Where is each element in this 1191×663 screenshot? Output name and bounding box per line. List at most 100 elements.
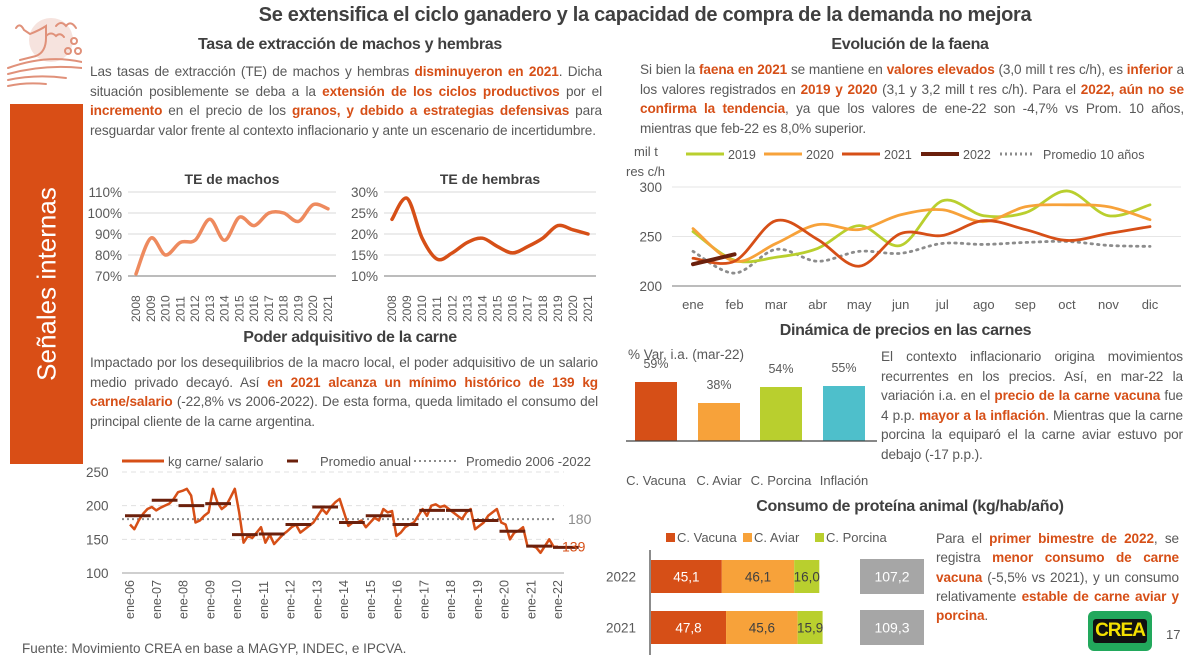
highlighted-text: menor consumo de carne vacuna (936, 550, 1179, 585)
x-tick-label: 2021 (581, 295, 595, 322)
segment-value-label: 45,1 (673, 570, 699, 585)
body-text: para resguardar valor frente al contexto… (90, 103, 602, 138)
stacked-segment (794, 560, 820, 593)
precios-chart: % Var. i.a. (mar-22)59% C. Vacuna 38% C. Av… (626, 347, 877, 488)
bar-value-label: 55% (831, 361, 856, 375)
consumo-heading: Consumo de proteína animal (kg/hab/año) (756, 498, 1064, 515)
legend-label: 2022 (963, 148, 991, 162)
y-tick-label: 2022 (606, 570, 636, 585)
x-tick-label: jul (935, 297, 949, 312)
y-tick-label: 100 (86, 566, 109, 581)
body-text: (-5,5% vs 2021), y un consumo relativame… (936, 569, 1179, 604)
legend-label: C. Aviar (754, 530, 800, 545)
sidebar-label: Señales internas (31, 187, 61, 381)
consumo-text: Para el primer bimestre de 2022, se regi… (936, 529, 1179, 625)
x-tick-label: ene-16 (391, 580, 405, 619)
total-value-label: 109,3 (874, 620, 909, 636)
body-text: a los valores registrados en (640, 62, 1185, 97)
highlighted-text: extensión de los ciclos productivos (322, 83, 560, 99)
x-tick-label: 2019 (551, 295, 565, 322)
x-tick-label: 2013 (460, 295, 474, 322)
x-tick-label: 2009 (144, 295, 158, 322)
highlighted-text: precio de la carne vacuna (994, 388, 1161, 403)
highlighted-text: granos, y debido a estrategias defensiva… (291, 103, 570, 118)
body-text: . (984, 608, 989, 624)
x-tick-label: ene-12 (284, 580, 298, 619)
y-tick-label: 300 (639, 180, 662, 195)
carne-salario-chart: kg carne/ salario Promedio anual Promedio … (86, 454, 592, 619)
x-tick-label: 2011 (430, 296, 444, 322)
highlighted-text: estable de carne aviar y porcina (936, 588, 1179, 624)
series-line-2021 (691, 218, 1152, 268)
x-tick-label: 2009 (400, 295, 414, 322)
x-tick-label: C. Aviar (696, 473, 742, 488)
x-tick-label: 2016 (247, 295, 261, 322)
x-tick-label: nov (1098, 297, 1119, 312)
segment-value-label: 45,6 (749, 621, 775, 636)
highlighted-text: 2019 y 2020 (800, 81, 878, 97)
x-tick-label: 2021 (321, 295, 335, 322)
x-tick-label: 2014 (218, 295, 232, 322)
bar-c-aviar (698, 403, 740, 441)
x-tick-label: ene-21 (524, 580, 538, 619)
x-tick-label: C. Porcina (751, 473, 812, 488)
bar-value-label: 59% (643, 357, 668, 371)
x-tick-label: 2011 (173, 296, 187, 322)
total-value-label: 107,2 (874, 569, 909, 585)
poder-heading: Poder adquisitivo de la carne (243, 329, 457, 346)
body-text: en el precio de los (162, 103, 292, 118)
highlighted-text: en 2021 alcanza un mínimo histórico de 1… (90, 374, 598, 410)
y-tick-label: 250 (86, 465, 109, 480)
x-tick-label: ene-22 (551, 580, 565, 619)
y-tick-label: 200 (86, 499, 109, 514)
x-tick-label: 2017 (521, 295, 535, 322)
bar-inflaci-n (823, 386, 865, 441)
legend-label: 2019 (728, 148, 756, 162)
y-tick-label: 110% (88, 185, 122, 200)
highlighted-text: valores elevados (886, 62, 995, 77)
y-axis-label: mil t (634, 144, 658, 159)
x-tick-label: ene (682, 297, 704, 312)
x-tick-label: 2018 (277, 295, 291, 322)
total-box (860, 610, 924, 645)
source-footnote: Fuente: Movimiento CREA en base a MAGYP,… (22, 641, 407, 656)
poder-text: Impactado por los desequilibrios de la m… (90, 353, 598, 431)
body-text: El contexto inflacionario origina movimi… (881, 349, 1183, 403)
series-line-2019 (691, 189, 1152, 264)
chart-title: % Var. i.a. (mar-22) (628, 347, 744, 362)
te-line (390, 196, 590, 262)
segment-value-label: 46,1 (745, 570, 771, 585)
stacked-segment (797, 611, 823, 644)
legend-label: Promedio 2006 -2022 (466, 454, 591, 469)
faena-text: Si bien la faena en 2021 se mantiene en … (640, 60, 1184, 138)
y-tick-label: 200 (639, 279, 662, 294)
faena-chart: mil t res c/h 2019 2020 2021 2022 Promedio 10 … (626, 144, 1181, 312)
y-tick-label: 250 (639, 230, 662, 245)
y-tick-label: 80% (95, 248, 122, 263)
y-tick-label: 25% (351, 206, 378, 221)
body-text: fue 4 p.p. (881, 388, 1184, 423)
x-tick-label: 2008 (385, 295, 399, 322)
series-line-promedio-10-años (691, 239, 1152, 275)
x-tick-label: abr (808, 297, 827, 312)
stacked-segment (651, 560, 722, 593)
x-tick-label: ene-15 (364, 580, 378, 619)
x-tick-label: Inflación (820, 473, 868, 488)
page-number: 17 (1166, 627, 1181, 642)
legend-swatch (666, 533, 675, 542)
legend-label: Promedio anual (320, 454, 411, 469)
page-title: Se extensifica el ciclo ganadero y la ca… (258, 4, 1032, 26)
x-tick-label: mar (765, 297, 788, 312)
period-average-label: 180 (568, 511, 592, 527)
highlighted-text: faena en 2021 (699, 62, 788, 77)
y-axis-label: res c/h (626, 164, 665, 179)
body-text: por el (559, 83, 602, 99)
highlighted-text: primer bimestre de 2022 (989, 531, 1154, 546)
highlighted-text: disminuyeron en 2021 (414, 64, 559, 79)
x-tick-label: 2020 (306, 295, 320, 322)
chart-title: TE de hembras (440, 171, 541, 187)
x-tick-label: 2020 (566, 295, 580, 322)
x-tick-label: 2016 (506, 295, 520, 322)
y-tick-label: 15% (351, 248, 378, 263)
consumo-chart: C. Vacuna C. Aviar C. Porcina 2022 45,1 46,1 1… (606, 530, 924, 655)
